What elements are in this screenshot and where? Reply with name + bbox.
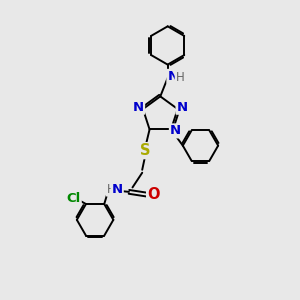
Text: S: S [140, 143, 150, 158]
Text: N: N [176, 101, 188, 114]
Text: Cl: Cl [67, 192, 81, 205]
Text: H: H [107, 183, 116, 196]
Text: N: N [170, 124, 181, 137]
Text: N: N [133, 101, 144, 114]
Text: H: H [176, 71, 184, 84]
Text: N: N [167, 70, 178, 83]
Text: O: O [147, 187, 160, 202]
Text: N: N [112, 183, 123, 196]
